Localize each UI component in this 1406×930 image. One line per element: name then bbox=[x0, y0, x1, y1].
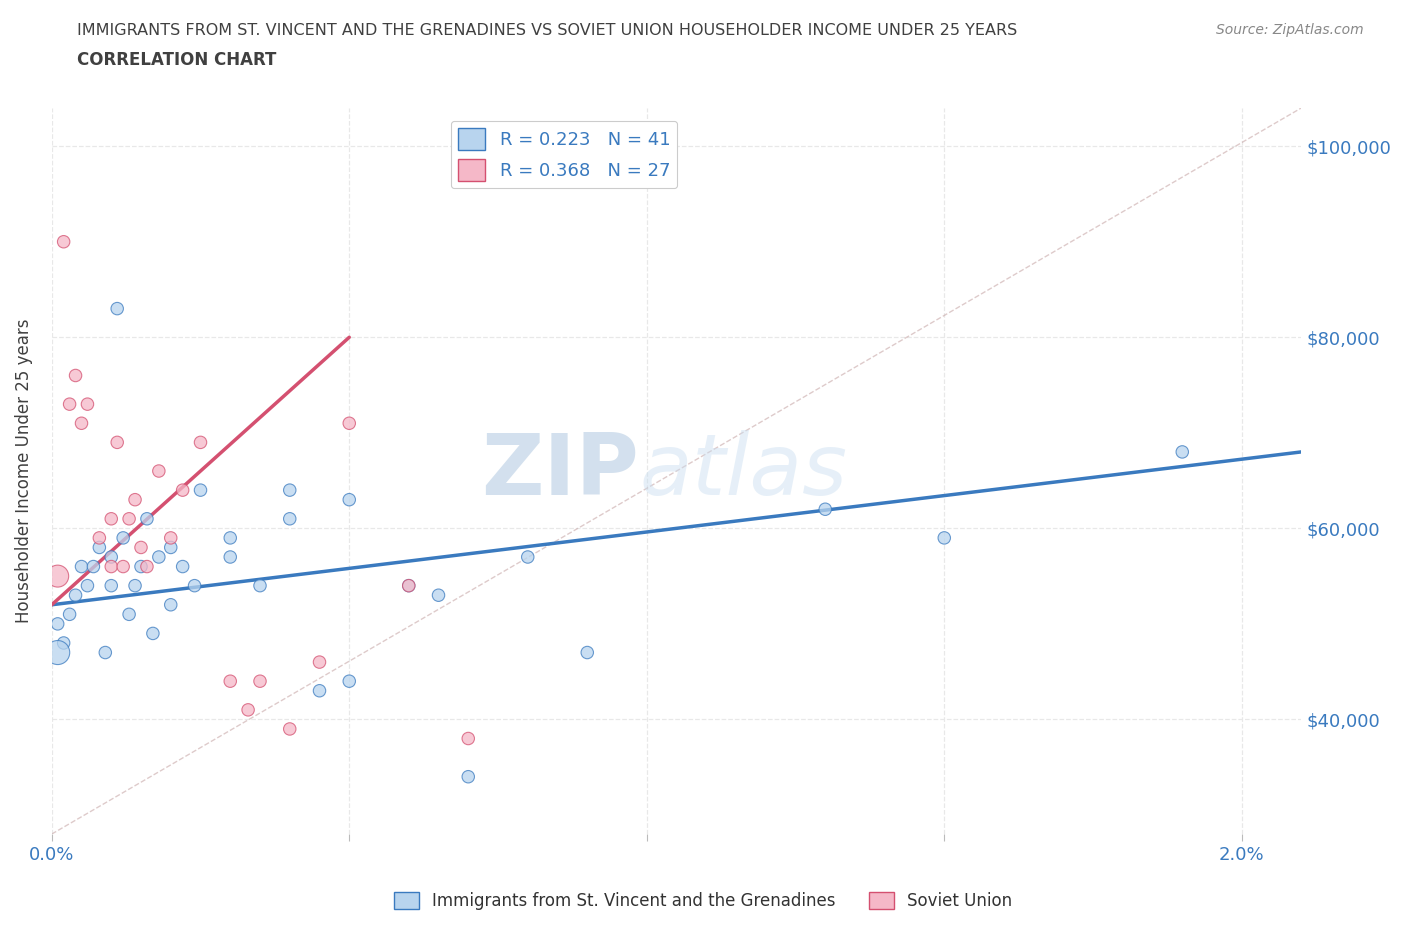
Point bbox=[148, 463, 170, 478]
Point bbox=[136, 512, 159, 526]
Point bbox=[46, 645, 69, 660]
Point bbox=[159, 540, 181, 555]
Point bbox=[82, 559, 104, 574]
Point bbox=[249, 578, 271, 593]
Point bbox=[934, 530, 956, 545]
Point bbox=[457, 731, 479, 746]
Point bbox=[278, 512, 301, 526]
Legend: Immigrants from St. Vincent and the Grenadines, Soviet Union: Immigrants from St. Vincent and the Gren… bbox=[387, 885, 1019, 917]
Point bbox=[112, 559, 135, 574]
Point bbox=[105, 301, 128, 316]
Point bbox=[89, 530, 111, 545]
Point bbox=[52, 234, 75, 249]
Point bbox=[59, 607, 82, 622]
Point bbox=[219, 550, 242, 565]
Point bbox=[337, 673, 360, 688]
Point bbox=[76, 578, 98, 593]
Y-axis label: Householder Income Under 25 years: Householder Income Under 25 years bbox=[15, 319, 32, 623]
Point bbox=[278, 722, 301, 737]
Point bbox=[278, 483, 301, 498]
Text: Source: ZipAtlas.com: Source: ZipAtlas.com bbox=[1216, 23, 1364, 37]
Point bbox=[70, 416, 93, 431]
Point bbox=[118, 607, 141, 622]
Text: CORRELATION CHART: CORRELATION CHART bbox=[77, 51, 277, 69]
Point bbox=[129, 540, 152, 555]
Point bbox=[308, 684, 330, 698]
Point bbox=[100, 512, 122, 526]
Point bbox=[65, 368, 87, 383]
Point bbox=[427, 588, 450, 603]
Point bbox=[172, 559, 194, 574]
Point bbox=[576, 645, 599, 660]
Legend: R = 0.223   N = 41, R = 0.368   N = 27: R = 0.223 N = 41, R = 0.368 N = 27 bbox=[451, 121, 678, 188]
Point bbox=[118, 512, 141, 526]
Point bbox=[94, 645, 117, 660]
Point bbox=[124, 492, 146, 507]
Point bbox=[89, 540, 111, 555]
Point bbox=[129, 559, 152, 574]
Point bbox=[1171, 445, 1194, 459]
Text: atlas: atlas bbox=[638, 430, 846, 512]
Point bbox=[100, 578, 122, 593]
Point bbox=[190, 435, 212, 450]
Point bbox=[52, 635, 75, 650]
Point bbox=[337, 492, 360, 507]
Point bbox=[457, 769, 479, 784]
Point bbox=[46, 568, 69, 583]
Text: ZIP: ZIP bbox=[481, 430, 638, 512]
Point bbox=[236, 702, 259, 717]
Point bbox=[159, 530, 181, 545]
Point bbox=[814, 502, 837, 517]
Point bbox=[100, 559, 122, 574]
Point bbox=[308, 655, 330, 670]
Point bbox=[65, 588, 87, 603]
Point bbox=[124, 578, 146, 593]
Point bbox=[46, 617, 69, 631]
Point bbox=[219, 673, 242, 688]
Point bbox=[76, 397, 98, 412]
Point bbox=[70, 559, 93, 574]
Point bbox=[398, 578, 420, 593]
Point bbox=[516, 550, 538, 565]
Point bbox=[59, 397, 82, 412]
Point bbox=[142, 626, 165, 641]
Point bbox=[100, 550, 122, 565]
Point bbox=[159, 597, 181, 612]
Point bbox=[136, 559, 159, 574]
Point bbox=[249, 673, 271, 688]
Point bbox=[112, 530, 135, 545]
Point bbox=[183, 578, 205, 593]
Point bbox=[105, 435, 128, 450]
Point bbox=[148, 550, 170, 565]
Point bbox=[337, 416, 360, 431]
Text: IMMIGRANTS FROM ST. VINCENT AND THE GRENADINES VS SOVIET UNION HOUSEHOLDER INCOM: IMMIGRANTS FROM ST. VINCENT AND THE GREN… bbox=[77, 23, 1018, 38]
Point bbox=[398, 578, 420, 593]
Point bbox=[219, 530, 242, 545]
Point bbox=[190, 483, 212, 498]
Point bbox=[172, 483, 194, 498]
